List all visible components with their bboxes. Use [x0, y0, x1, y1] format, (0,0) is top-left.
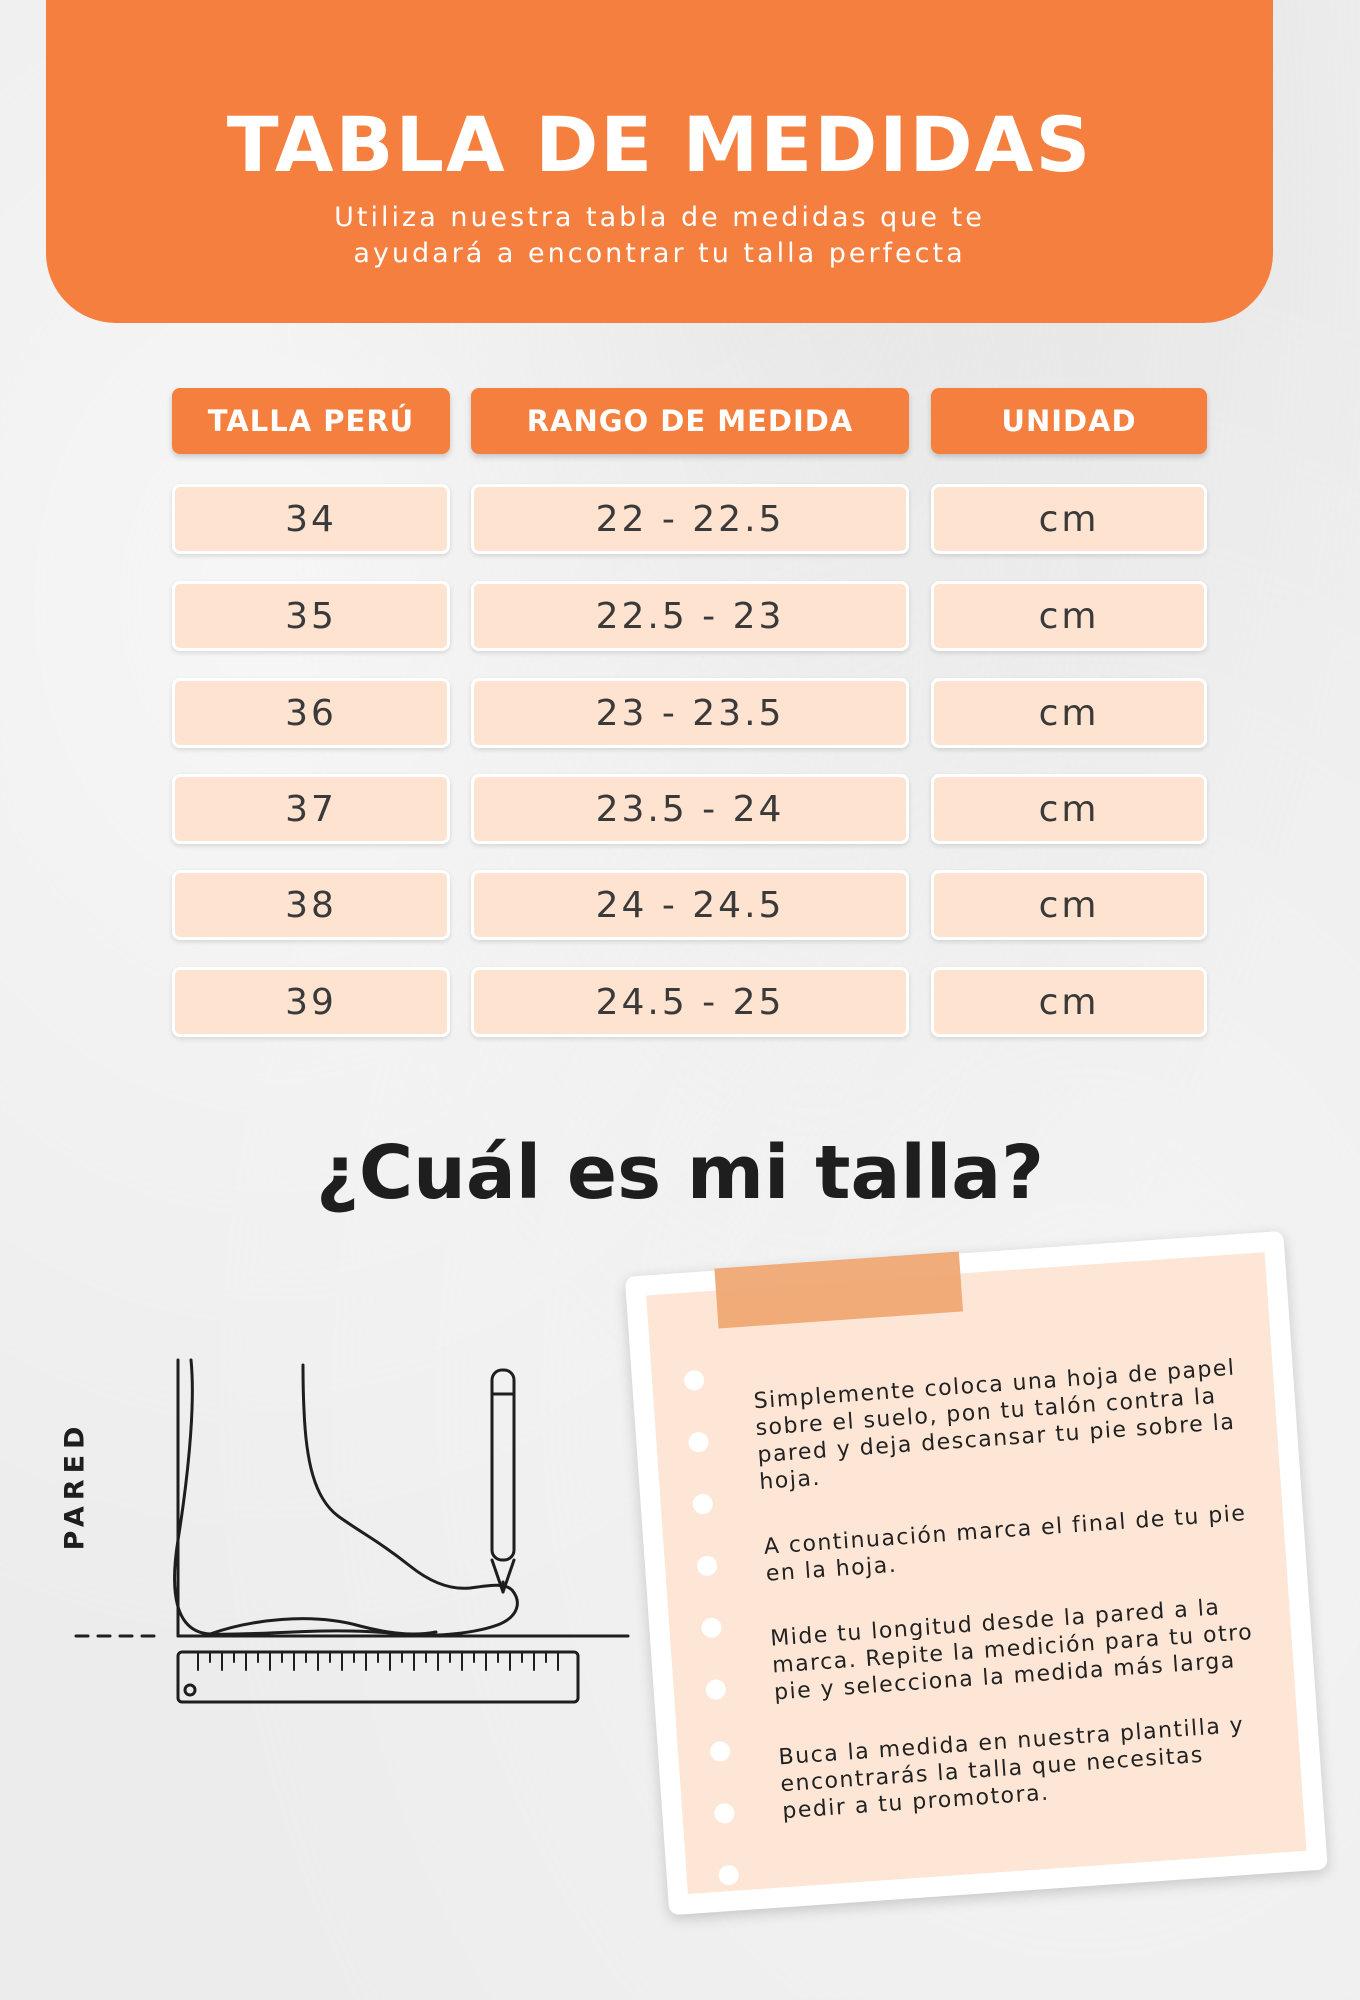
binder-hole — [705, 1678, 727, 1701]
column-header-rango: RANGO DE MEDIDA — [471, 388, 909, 454]
cell-size: 37 — [172, 774, 450, 844]
binder-hole — [683, 1369, 705, 1391]
cell-unit: cm — [931, 581, 1207, 651]
cell-unit: cm — [931, 678, 1207, 748]
cell-size: 35 — [172, 581, 450, 651]
binder-hole — [696, 1555, 718, 1577]
instructions-text: Simplemente coloca una hoja de papel sob… — [753, 1354, 1275, 1863]
cell-size: 36 — [172, 678, 450, 748]
column-header-unidad: UNIDAD — [931, 388, 1207, 454]
cell-unit: cm — [931, 870, 1207, 940]
cell-range: 22.5 - 23 — [471, 581, 909, 651]
foot-measurement-illustration — [74, 1358, 630, 1704]
binder-hole — [687, 1431, 710, 1453]
binder-hole — [700, 1617, 723, 1639]
cell-size: 38 — [172, 870, 450, 940]
instructions-note: Simplemente coloca una hoja de papel sob… — [624, 1229, 1360, 1965]
pencil-icon — [490, 1368, 516, 1594]
cell-size: 34 — [172, 484, 450, 554]
page-title: TABLA DE MEDIDAS — [226, 100, 1093, 189]
cell-unit: cm — [931, 967, 1207, 1037]
instruction-step-1: Simplemente coloca una hoja de papel sob… — [752, 1355, 1237, 1495]
foot-outline-icon — [173, 1358, 519, 1637]
subtitle-line-1: Utiliza nuestra tabla de medidas que te — [334, 202, 985, 233]
cell-range: 22 - 22.5 — [471, 484, 909, 554]
cell-range: 24 - 24.5 — [471, 870, 909, 940]
header-banner: TABLA DE MEDIDAS Utiliza nuestra tabla d… — [46, 0, 1273, 323]
cell-unit: cm — [931, 774, 1207, 844]
binder-hole — [709, 1740, 731, 1763]
cell-size: 39 — [172, 967, 450, 1037]
instruction-step-2: A continuación marca el final de tu pie … — [763, 1501, 1248, 1587]
instruction-step-3: Mide tu longitud desde la pared a la mar… — [769, 1595, 1254, 1706]
binder-hole — [718, 1864, 740, 1886]
cell-unit: cm — [931, 484, 1207, 554]
foot-sole-curve — [208, 1617, 438, 1636]
column-header-talla: TALLA PERÚ — [172, 388, 450, 454]
cell-range: 23 - 23.5 — [471, 678, 909, 748]
cell-range: 23.5 - 24 — [471, 774, 909, 844]
question-heading: ¿Cuál es mi talla? — [315, 1130, 1045, 1216]
ruler-icon — [176, 1650, 580, 1704]
note-paper: Simplemente coloca una hoja de papel sob… — [624, 1230, 1328, 1916]
binder-hole — [692, 1493, 714, 1515]
cell-range: 24.5 - 25 — [471, 967, 909, 1037]
instruction-step-4: Buca la medida en nuestra plantilla y en… — [777, 1712, 1246, 1825]
subtitle-line-2: ayudará a encontrar tu talla perfecta — [353, 238, 966, 269]
page-subtitle: Utiliza nuestra tabla de medidas que te … — [46, 200, 1273, 272]
binder-hole — [713, 1802, 736, 1824]
note-inner: Simplemente coloca una hoja de papel sob… — [646, 1252, 1307, 1895]
